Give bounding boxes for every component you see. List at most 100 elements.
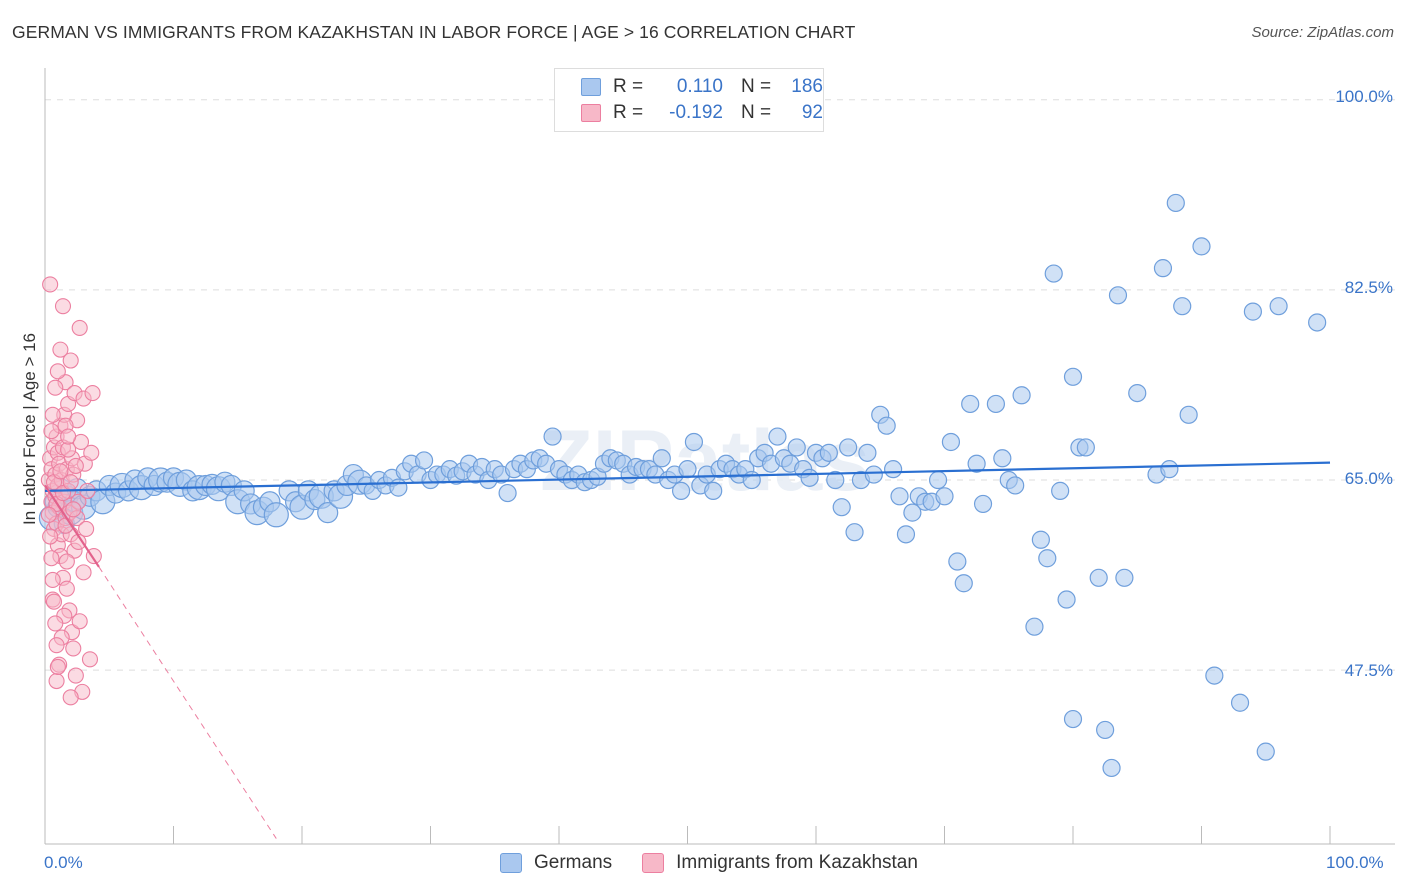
german-point — [1012, 386, 1031, 405]
x-tick-label-left: 0.0% — [44, 853, 83, 872]
german-point — [839, 438, 858, 457]
kazakh-point — [62, 689, 79, 706]
german-point — [652, 449, 671, 468]
kazakh-point — [58, 553, 75, 570]
german-point — [1108, 286, 1128, 305]
kazakh-point — [42, 276, 59, 293]
kazakh-point — [47, 379, 64, 396]
kazakh-point — [71, 319, 88, 336]
kazakh-point — [43, 423, 60, 440]
german-point — [543, 427, 562, 446]
german-point — [832, 498, 851, 517]
german-point — [1025, 617, 1044, 636]
german-point — [1128, 383, 1147, 403]
kazakh-point — [58, 580, 75, 597]
german-point — [1256, 742, 1275, 761]
legend-r-value-germans: 0.110 — [676, 76, 723, 97]
legend-r-label: R = — [613, 76, 644, 97]
series-swatch-kazakh — [642, 853, 665, 873]
kazakh-point — [49, 363, 66, 380]
kazakh-point — [52, 463, 69, 480]
series-legend-germans: Germans — [500, 852, 612, 874]
grid-lines — [45, 99, 1395, 671]
legend-r-value-kazakh: -0.192 — [669, 102, 723, 123]
german-point — [1038, 549, 1057, 568]
kazakh-point — [67, 667, 84, 684]
german-point — [263, 502, 289, 528]
series-label-germans: Germans — [534, 852, 613, 873]
german-point — [1057, 590, 1076, 609]
german-point — [498, 483, 517, 503]
german-point — [787, 438, 806, 457]
german-point — [954, 574, 973, 593]
correlation-legend: R = 0.110 N = 186 R = -0.192 N = 92 — [554, 68, 824, 132]
kazakh-point — [67, 457, 84, 474]
german-point — [993, 449, 1012, 468]
german-point — [864, 465, 883, 484]
german-point — [1044, 264, 1063, 283]
german-point — [1031, 530, 1050, 549]
german-point — [1006, 476, 1025, 495]
series-legend-kazakh: Immigrants from Kazakhstan — [642, 852, 918, 874]
legend-swatch-kazakh — [581, 104, 601, 122]
y-tick-label-82-5: 82.5% — [1344, 278, 1393, 297]
german-point — [967, 454, 986, 473]
kazakh-point — [45, 593, 63, 610]
german-point — [684, 432, 704, 452]
german-point — [858, 443, 877, 462]
german-point — [1051, 481, 1070, 500]
kazakh-trend-line — [44, 484, 100, 568]
legend-r-label: R = — [613, 102, 644, 123]
kazakh-point — [75, 564, 92, 581]
german-point — [1166, 193, 1185, 213]
german-point — [768, 427, 787, 446]
series-label-kazakh: Immigrants from Kazakhstan — [676, 852, 918, 873]
german-point — [1173, 297, 1192, 316]
german-point — [742, 470, 761, 490]
german-point — [986, 394, 1006, 414]
kazakh-point — [48, 637, 65, 654]
chart-title: GERMAN VS IMMIGRANTS FROM KAZAKHSTAN IN … — [12, 22, 856, 42]
kazakh-trend-extension — [98, 566, 277, 839]
german-trend-line — [44, 461, 1331, 492]
y-tick-label-47-5: 47.5% — [1344, 661, 1393, 680]
german-point — [1096, 720, 1115, 740]
german-point — [1063, 709, 1083, 729]
kazakh-point — [54, 298, 72, 315]
legend-n-label: N = — [741, 102, 772, 123]
german-point — [1269, 297, 1288, 316]
series-swatch-germans — [500, 853, 522, 873]
kazakh-point — [65, 501, 82, 518]
kazakh-point — [62, 474, 79, 491]
german-point — [1205, 666, 1224, 685]
kazakh-point — [84, 385, 101, 402]
german-point — [903, 503, 922, 522]
german-point — [928, 470, 948, 490]
german-point — [1192, 237, 1211, 256]
german-point — [1230, 693, 1250, 712]
german-point — [1063, 367, 1083, 386]
kazakh-point — [43, 550, 60, 567]
german-point — [961, 394, 980, 414]
german-point — [389, 478, 408, 497]
kazakh-point — [78, 520, 95, 537]
kazakh-point — [48, 672, 65, 690]
german-point — [1179, 405, 1198, 424]
x-tick-label-right: 100.0% — [1326, 853, 1384, 872]
axes — [44, 68, 1395, 845]
german-point — [883, 460, 903, 479]
kazakh-point — [83, 444, 100, 461]
kazakh-point — [81, 651, 99, 668]
german-point — [819, 443, 838, 462]
kazakh-point — [62, 352, 79, 369]
german-point — [845, 523, 864, 542]
legend-n-label: N = — [741, 76, 772, 97]
legend-swatch-germans — [581, 78, 601, 96]
y-tick-label-100: 100.0% — [1335, 87, 1393, 106]
legend-n-value-kazakh: 92 — [801, 102, 823, 123]
german-point — [1115, 568, 1134, 587]
y-tick-label-65: 65.0% — [1344, 469, 1393, 488]
german-point — [1076, 438, 1095, 457]
kazakh-point — [65, 640, 82, 657]
